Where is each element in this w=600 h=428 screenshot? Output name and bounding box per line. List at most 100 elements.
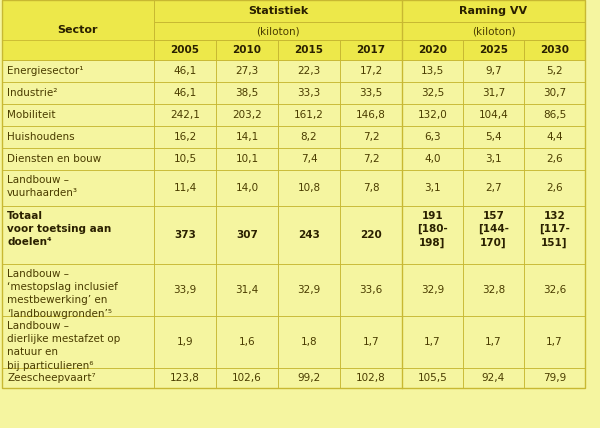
Text: Landbouw –
vuurhaarden³: Landbouw – vuurhaarden³	[7, 175, 78, 198]
Bar	[524, 126, 585, 148]
Bar	[216, 368, 278, 388]
Bar	[2, 82, 154, 104]
Text: Mobiliteit: Mobiliteit	[7, 110, 56, 120]
Bar	[463, 206, 524, 264]
Bar	[340, 60, 402, 82]
Bar	[402, 22, 585, 40]
Text: 9,7: 9,7	[485, 66, 502, 76]
Bar	[463, 264, 524, 316]
Text: 79,9: 79,9	[543, 373, 566, 383]
Text: 6,3: 6,3	[424, 132, 441, 142]
Text: 1,8: 1,8	[301, 337, 317, 347]
Bar	[402, 22, 585, 40]
Bar	[524, 60, 585, 82]
Bar	[402, 316, 463, 368]
Bar	[402, 82, 463, 104]
Bar	[2, 104, 154, 126]
Text: 1,7: 1,7	[362, 337, 379, 347]
Bar	[278, 316, 340, 368]
Text: 132,0: 132,0	[418, 110, 448, 120]
Bar	[154, 82, 216, 104]
Bar	[524, 126, 585, 148]
Bar	[524, 148, 585, 170]
Bar	[340, 170, 402, 206]
Bar	[216, 126, 278, 148]
Text: Raming VV: Raming VV	[460, 6, 527, 16]
Text: 5,4: 5,4	[485, 132, 502, 142]
Text: 4,0: 4,0	[424, 154, 441, 164]
Text: 30,7: 30,7	[543, 88, 566, 98]
Text: 7,2: 7,2	[362, 154, 379, 164]
Text: 1,7: 1,7	[485, 337, 502, 347]
Text: Zeescheepvaart⁷: Zeescheepvaart⁷	[7, 373, 95, 383]
Text: 2030: 2030	[540, 45, 569, 55]
Bar	[278, 60, 340, 82]
Bar	[524, 170, 585, 206]
Bar	[216, 126, 278, 148]
Bar	[2, 170, 154, 206]
Text: Statistiek: Statistiek	[248, 6, 308, 16]
Bar	[154, 148, 216, 170]
Bar	[463, 170, 524, 206]
Text: 10,5: 10,5	[173, 154, 197, 164]
Bar	[340, 316, 402, 368]
Bar	[340, 368, 402, 388]
Bar	[402, 264, 463, 316]
Bar	[2, 126, 154, 148]
Bar	[154, 316, 216, 368]
Bar	[402, 206, 463, 264]
Bar	[154, 206, 216, 264]
Bar	[216, 40, 278, 60]
Bar	[154, 104, 216, 126]
Bar	[216, 206, 278, 264]
Text: 33,3: 33,3	[298, 88, 320, 98]
Bar	[278, 104, 340, 126]
Text: 32,9: 32,9	[421, 285, 444, 295]
Bar	[278, 316, 340, 368]
Text: 1,6: 1,6	[239, 337, 256, 347]
Bar	[463, 82, 524, 104]
Text: 11,4: 11,4	[173, 183, 197, 193]
Text: 7,8: 7,8	[362, 183, 379, 193]
Bar	[463, 126, 524, 148]
Text: Energiesector¹: Energiesector¹	[7, 66, 83, 76]
Bar	[154, 0, 402, 22]
Text: 46,1: 46,1	[173, 88, 197, 98]
Bar	[463, 82, 524, 104]
Bar	[278, 60, 340, 82]
Text: 157
[144-
170]: 157 [144- 170]	[478, 211, 509, 248]
Text: 33,5: 33,5	[359, 88, 383, 98]
Bar	[2, 60, 154, 82]
Bar	[463, 170, 524, 206]
Text: Industrie²: Industrie²	[7, 88, 58, 98]
Bar	[524, 40, 585, 60]
Bar	[340, 206, 402, 264]
Text: 3,1: 3,1	[424, 183, 441, 193]
Bar	[524, 104, 585, 126]
Bar	[463, 60, 524, 82]
Bar	[340, 206, 402, 264]
Text: 22,3: 22,3	[298, 66, 320, 76]
Bar	[402, 60, 463, 82]
Bar	[340, 82, 402, 104]
Bar	[340, 316, 402, 368]
Bar	[402, 40, 463, 60]
Text: 10,8: 10,8	[298, 183, 320, 193]
Bar	[524, 264, 585, 316]
Bar	[154, 368, 216, 388]
Bar	[2, 40, 154, 60]
Bar	[216, 40, 278, 60]
Text: 102,6: 102,6	[232, 373, 262, 383]
Text: 17,2: 17,2	[359, 66, 383, 76]
Bar	[402, 148, 463, 170]
Bar	[463, 104, 524, 126]
Bar	[402, 60, 463, 82]
Text: 32,8: 32,8	[482, 285, 505, 295]
Bar	[154, 316, 216, 368]
Bar	[2, 148, 154, 170]
Bar	[154, 60, 216, 82]
Bar	[154, 368, 216, 388]
Bar	[402, 148, 463, 170]
Bar	[340, 148, 402, 170]
Bar	[154, 126, 216, 148]
